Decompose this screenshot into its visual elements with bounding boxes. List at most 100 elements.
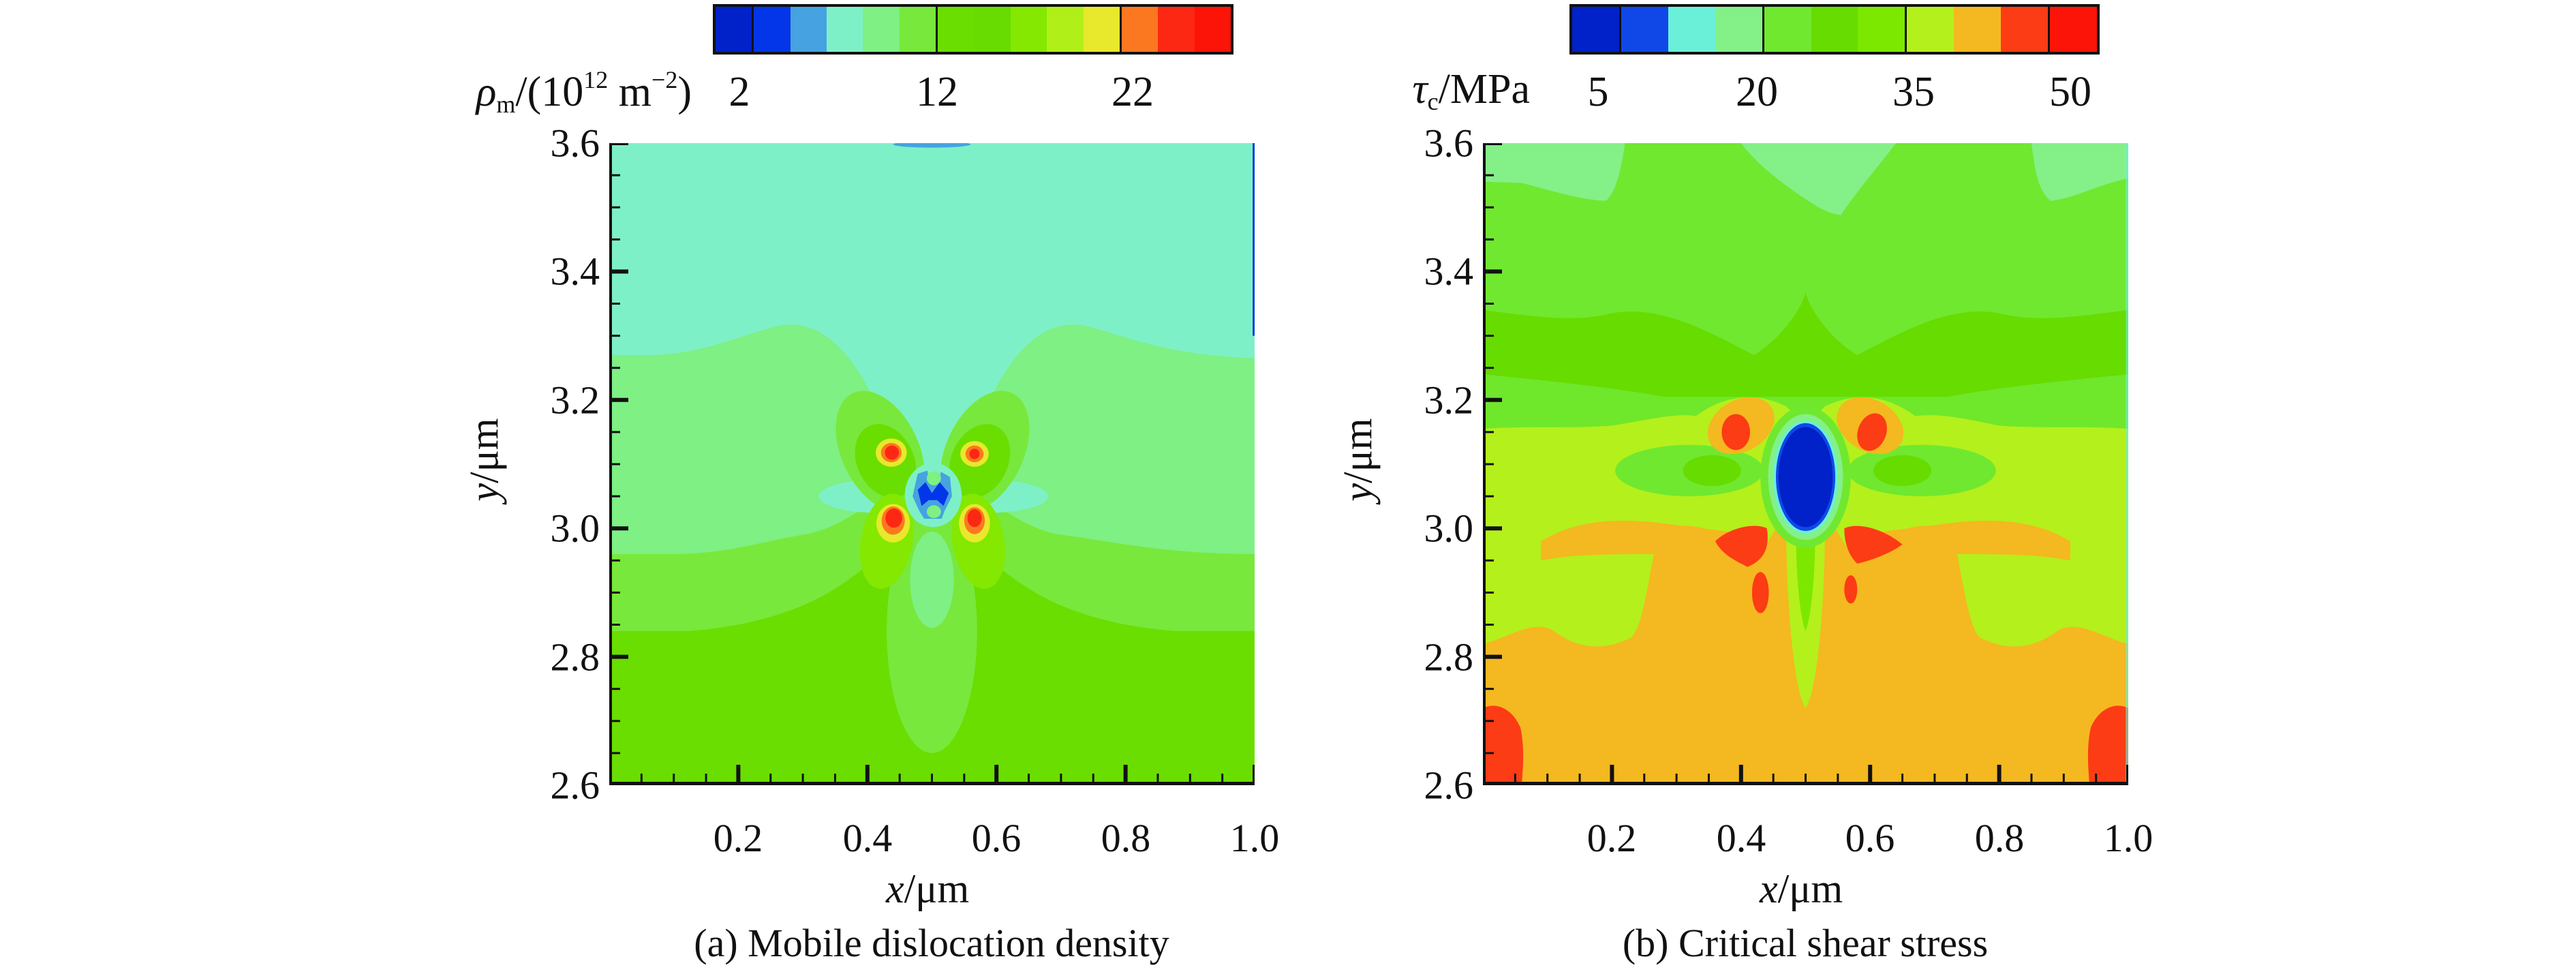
x-unit: /μm <box>904 866 970 911</box>
axes-a <box>609 143 1255 785</box>
tau-subscript: c <box>1427 88 1439 115</box>
colorbar-b <box>1569 4 2100 55</box>
x-tick-label: 0.4 <box>842 816 893 860</box>
bulge-left-inner <box>1683 455 1741 487</box>
colorbar-segment <box>1762 7 1811 52</box>
y-axis-label-a: y/μm <box>461 418 508 501</box>
y-tick-label: 3.2 <box>550 378 600 423</box>
center-island-top <box>926 471 941 486</box>
region-midgreen-band <box>1483 374 2128 429</box>
colorbar-segment <box>1668 7 1715 52</box>
contour-plot-a <box>609 143 1255 785</box>
colorbar-segment <box>1572 7 1619 52</box>
colorbar-b-tick-label: 50 <box>2049 69 2091 115</box>
colorbar-segment <box>1858 7 1905 52</box>
colorbar-a-tick-label: 22 <box>1111 69 1154 115</box>
hot-spot-ul <box>876 438 907 467</box>
x-tick-label: 1.0 <box>1229 816 1280 860</box>
hot-spot-ll2 <box>1751 572 1769 613</box>
colorbar-segment <box>936 7 975 52</box>
colorbar-segment <box>2048 7 2097 52</box>
colorbar-segment <box>1047 7 1084 52</box>
hot-spot-ur <box>1857 413 1887 451</box>
hot-spot-ur <box>960 441 989 467</box>
rho-symbol: ρ <box>476 69 497 115</box>
axes-b <box>1483 143 2128 785</box>
y-tick-label: 3.6 <box>1424 121 1474 166</box>
x-tick-label: 1.0 <box>2103 816 2153 860</box>
y-var: y <box>1335 483 1381 502</box>
colorbar-a-title: ρm/(1012 m−2) <box>423 65 692 119</box>
rho-subscript: m <box>496 91 516 118</box>
edge-right-strip <box>2126 143 2128 785</box>
hot-spot-lr2 <box>1844 575 1858 604</box>
lobe-lower-inner <box>910 531 954 628</box>
colorbar-segment <box>1119 7 1159 52</box>
title-exponent: −2 <box>651 66 678 93</box>
y-tick-label: 3.4 <box>550 249 600 294</box>
x-var: x <box>1760 866 1778 911</box>
caption-b: (b) Critical shear stress <box>1622 921 1989 965</box>
colorbar-segment <box>1811 7 1858 52</box>
x-tick-label: 0.6 <box>1845 816 1895 860</box>
y-tick-label: 2.6 <box>1424 763 1474 808</box>
colorbar-b-tick-label: 35 <box>1892 69 1935 115</box>
x-var: x <box>886 866 904 911</box>
x-tick-label: 0.2 <box>1586 816 1637 860</box>
y-tick-label: 3.4 <box>1424 249 1474 294</box>
colorbar-segment <box>863 7 900 52</box>
colorbar-segment <box>1010 7 1047 52</box>
colorbar-segment <box>827 7 863 52</box>
x-tick-label: 0.8 <box>1974 816 2025 860</box>
hot-spot-ul <box>1721 414 1751 451</box>
colorbar-b-tick-label: 5 <box>1587 69 1609 115</box>
region-orange-wings <box>1541 520 2070 561</box>
y-unit: /μm <box>1335 418 1381 483</box>
y-tick-label: 3.0 <box>1424 506 1474 551</box>
colorbar-b-tick-label: 20 <box>1736 69 1778 115</box>
colorbar-segment <box>716 7 752 52</box>
y-tick-label: 2.8 <box>550 635 600 680</box>
y-tick-label: 3.6 <box>550 121 600 166</box>
colorbar-b-title: τc/MPa <box>1363 65 1530 116</box>
contour-a-svg <box>609 143 1255 785</box>
colorbar-segment <box>790 7 827 52</box>
y-tick-label: 2.8 <box>1424 635 1474 680</box>
title-part: /MPa <box>1438 66 1530 112</box>
edge-top-notch <box>893 143 971 148</box>
caption-a: (a) Mobile dislocation density <box>694 921 1169 965</box>
region-stem-inner <box>1796 528 1815 631</box>
x-unit: /μm <box>1777 866 1843 911</box>
contour-plot-b <box>1483 143 2128 785</box>
colorbar-segment <box>1158 7 1195 52</box>
y-tick-label: 2.6 <box>550 763 600 808</box>
hot-spot-lr <box>1844 526 1903 564</box>
y-axis-label-b: y/μm <box>1335 418 1382 501</box>
tau-symbol: τ <box>1412 66 1428 112</box>
colorbar-a <box>713 4 1233 55</box>
title-part: ) <box>677 69 692 115</box>
colorbar-segment <box>1954 7 2002 52</box>
colorbar-segment <box>1083 7 1120 52</box>
colorbar-segment <box>899 7 936 52</box>
contour-b-svg <box>1483 143 2128 785</box>
x-axis-label-b: x/μm <box>1760 866 1843 913</box>
colorbar-a-tick-label: 12 <box>916 69 958 115</box>
colorbar-segment <box>1905 7 1954 52</box>
hot-spot-lr <box>959 504 990 543</box>
edge-right-strip <box>1253 143 1255 336</box>
corner-left <box>1483 705 1524 785</box>
colorbar-segment <box>752 7 791 52</box>
y-tick-label: 3.2 <box>1424 378 1474 423</box>
colorbar-segment <box>1619 7 1668 52</box>
hot-spot-ll <box>876 504 910 543</box>
center-island-bottom <box>926 505 941 519</box>
y-tick-label: 3.0 <box>550 506 600 551</box>
title-exponent: 12 <box>583 66 609 93</box>
hot-spot-ll <box>1715 526 1768 567</box>
y-var: y <box>461 483 507 502</box>
center-void-inner <box>917 482 949 506</box>
x-tick-label: 0.6 <box>971 816 1022 860</box>
colorbar-segment <box>1194 7 1231 52</box>
lobe-lower-outer <box>887 508 977 753</box>
